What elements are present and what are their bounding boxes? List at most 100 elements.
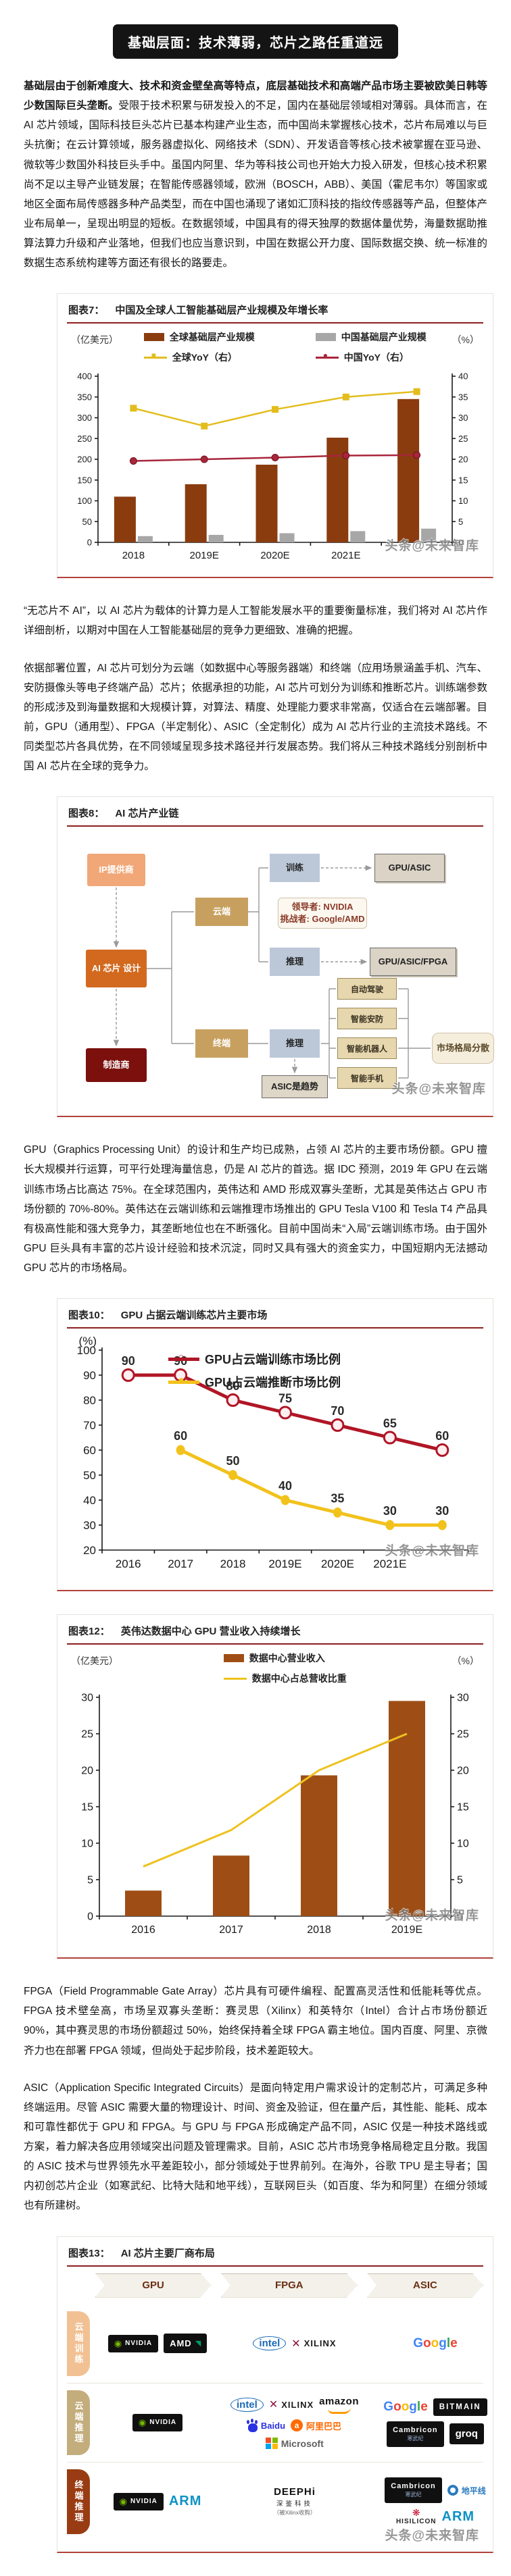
column-gpu: GPU [95, 2273, 212, 2298]
svg-text:30: 30 [81, 1693, 93, 1704]
amazon-logo: amazon [319, 2396, 359, 2414]
figure12-chart: 0 5 10 15 20 25 30 0 5 10 15 20 25 30 2016 2017 2018 2019… [67, 1688, 483, 1947]
svg-text:5: 5 [458, 517, 463, 527]
svg-text:25: 25 [81, 1729, 93, 1741]
xilinx-logo: ✕ XILINX [291, 2338, 337, 2350]
legend-item: ● 中国YoY（右） [315, 351, 427, 364]
watermark: 头条@未来智库 [391, 1082, 486, 1097]
svg-text:2019E: 2019E [190, 550, 219, 561]
xilinx-logo: ✕ XILINX [268, 2399, 314, 2411]
vendor-matrix-header: GPU FPGA ASIC [67, 2273, 483, 2298]
vendor-matrix-rows: 云端训练 ◉ NVIDIA AMD ◥ intel ✕ XILINX Google 云端推理 ◉ NV… [67, 2304, 487, 2541]
svg-text:2019E: 2019E [391, 1924, 422, 1936]
svg-text:0: 0 [458, 538, 463, 548]
svg-text:60: 60 [435, 1429, 449, 1443]
row-label-终端推理: 终端推理 [67, 2469, 90, 2534]
paragraph-intro-lead: 基础层由于创新难度大、技术和资金壁垒高等特点，底层基础技术和高端产品市场主要被欧… [24, 80, 487, 112]
row-label-云端训练: 云端训练 [67, 2311, 90, 2376]
nvidia-logo: ◉ NVIDIA [132, 2413, 183, 2431]
figure8-label: 图表8： [68, 808, 105, 820]
svg-text:90: 90 [122, 1354, 135, 1368]
vendor-row-cells: ◉ NVIDIA intel ✕ XILINX amazon Baidu a 阿里巴巴 Micro… [97, 2390, 500, 2455]
figure10-canvas: 20 30 40 50 60 70 80 90 100(%) 2016 2017 2018 2019E 2… [77, 1335, 469, 1570]
intel-logo: intel [253, 2336, 287, 2350]
legend-swatch: ● [315, 351, 339, 359]
legend-item: 数据中心占总营收比重 [223, 1672, 347, 1685]
node-manufacturer: 制造商 [86, 1048, 147, 1083]
svg-text:2018: 2018 [307, 1924, 331, 1936]
legend-swatch [223, 1654, 244, 1663]
microsoft-logo: Microsoft [266, 2437, 324, 2450]
svg-text:2018: 2018 [122, 550, 145, 561]
figure7-panel: 图表7： 中国及全球人工智能基础层产业规模及年增长率 （亿美元） 全球基础层产业… [57, 293, 493, 579]
svg-text:400: 400 [77, 371, 92, 382]
figure13-panel: 图表13： AI 芯片主要厂商布局 GPU FPGA ASIC 云端训练 ◉ NVI… [57, 2236, 493, 2553]
svg-text:80: 80 [83, 1394, 96, 1407]
svg-text:30: 30 [458, 413, 468, 423]
legend-item: 全球基础层产业规模 [143, 330, 255, 344]
figure7-header: 图表7： 中国及全球人工智能基础层产业规模及年增长率 [67, 301, 483, 324]
svg-text:2020E: 2020E [321, 1557, 354, 1570]
svg-text:20: 20 [81, 1766, 93, 1777]
paragraph-intro: 基础层由于创新难度大、技术和资金壁垒高等特点，底层基础技术和高端产品市场主要被欧… [24, 76, 487, 273]
svg-text:60: 60 [174, 1429, 187, 1443]
legend-item: 数据中心营业收入 [223, 1651, 347, 1665]
node-app-智能手机: 智能手机 [337, 1067, 397, 1089]
svg-text:80: 80 [226, 1379, 240, 1393]
svg-text:2017: 2017 [219, 1924, 243, 1936]
figure13-label: 图表13： [68, 2247, 110, 2259]
node-terminal: 终端 [195, 1029, 248, 1058]
svg-text:30: 30 [457, 1693, 469, 1704]
node-training: 训练 [270, 854, 320, 883]
svg-text:2016: 2016 [131, 1924, 155, 1936]
svg-text:25: 25 [458, 434, 468, 444]
svg-text:50: 50 [226, 1454, 240, 1468]
legend-label: 全球YoY（右） [172, 352, 237, 363]
svg-text:2017: 2017 [168, 1557, 193, 1570]
svg-text:150: 150 [77, 475, 92, 486]
svg-text:5: 5 [87, 1875, 93, 1886]
vendor-cell: Google [371, 2311, 500, 2376]
node-gpu-asic: GPU/ASIC [374, 854, 445, 883]
figure12-panel: 图表12： 英伟达数据中心 GPU 营业收入持续增长 （亿美元） 数据中心营业收… [57, 1614, 493, 1959]
paragraph-gpu: GPU（Graphics Processing Unit）的设计和生产均已成熟，… [24, 1144, 487, 1274]
svg-text:70: 70 [83, 1419, 96, 1432]
vendor-cell: Google BITMAIN Cambricon 寒武纪 groq [371, 2390, 500, 2455]
svg-text:30: 30 [383, 1504, 397, 1518]
node-leader-note: 领导者: NVIDIA 挑战者: Google/AMD [278, 898, 367, 929]
legend-label: 全球基础层产业规模 [169, 332, 255, 343]
figure10-legend: ○ GPU占云端训练市场比例 ● GPU占云端推断市场比例 [168, 1350, 341, 1391]
paragraph-intro-rest: 受限于技术积累与研发投入的不足，国内在基础层领域相对薄弱。具体而言，在 AI 芯… [24, 100, 487, 269]
svg-text:10: 10 [81, 1838, 93, 1850]
figure7-label: 图表7： [68, 305, 105, 317]
svg-text:0: 0 [87, 538, 92, 548]
svg-text:2019E: 2019E [268, 1557, 301, 1570]
ai-chip-value-chain-diagram: IP提供商 AI 芯片 设计 制造商 云端 终端 训练 推理 推理 GPU/AS… [67, 833, 500, 1105]
node-gpu-asic-fpga: GPU/ASIC/FPGA [370, 948, 456, 977]
paragraph-fpga: FPGA（Field Programmable Gate Array）芯片具有可… [24, 1986, 487, 2057]
watermark: 头条@未来智库 [385, 2528, 479, 2543]
node-app-智能安防: 智能安防 [337, 1008, 397, 1030]
figure10-label: 图表10： [68, 1310, 110, 1322]
svg-text:0: 0 [457, 1911, 463, 1923]
svg-text:70: 70 [331, 1404, 344, 1418]
vendor-cell: DEEPHi 深鉴科技 （被Xilinx收购） [218, 2469, 371, 2534]
figure12-title: 英伟达数据中心 GPU 营业收入持续增长 [120, 1626, 301, 1638]
vendor-row-终端推理: 终端推理 ◉ NVIDIA ARM DEEPHi 深鉴科技 （被Xilinx收购） Cambr… [67, 2461, 486, 2541]
node-app-智能机器人: 智能机器人 [337, 1037, 397, 1060]
svg-text:0: 0 [87, 1911, 93, 1923]
figure12-legend-row: （亿美元） 数据中心营业收入 数据中心占总营收比重 （%） [71, 1651, 479, 1685]
svg-text:20: 20 [83, 1544, 96, 1557]
note-leader: 领导者: NVIDIA [291, 902, 354, 912]
legend-swatch [315, 333, 336, 342]
line-series-1 [129, 451, 421, 465]
svg-text:250: 250 [77, 434, 92, 444]
figure10-panel: 图表10： GPU 占据云端训练芯片主要市场 ○ GPU占云端训练市场比例 ● GPU… [57, 1298, 493, 1592]
legend-label: 中国基础层产业规模 [341, 332, 427, 343]
legend-swatch: ● [168, 1374, 199, 1384]
page-title: 基础层面：技术薄弱，芯片之路任重道远 [113, 24, 398, 59]
svg-text:100: 100 [77, 1344, 96, 1357]
svg-text:40: 40 [458, 371, 468, 382]
vendor-row-cells: ◉ NVIDIA ARM DEEPHi 深鉴科技 （被Xilinx收购） Cambricon… [97, 2469, 500, 2534]
